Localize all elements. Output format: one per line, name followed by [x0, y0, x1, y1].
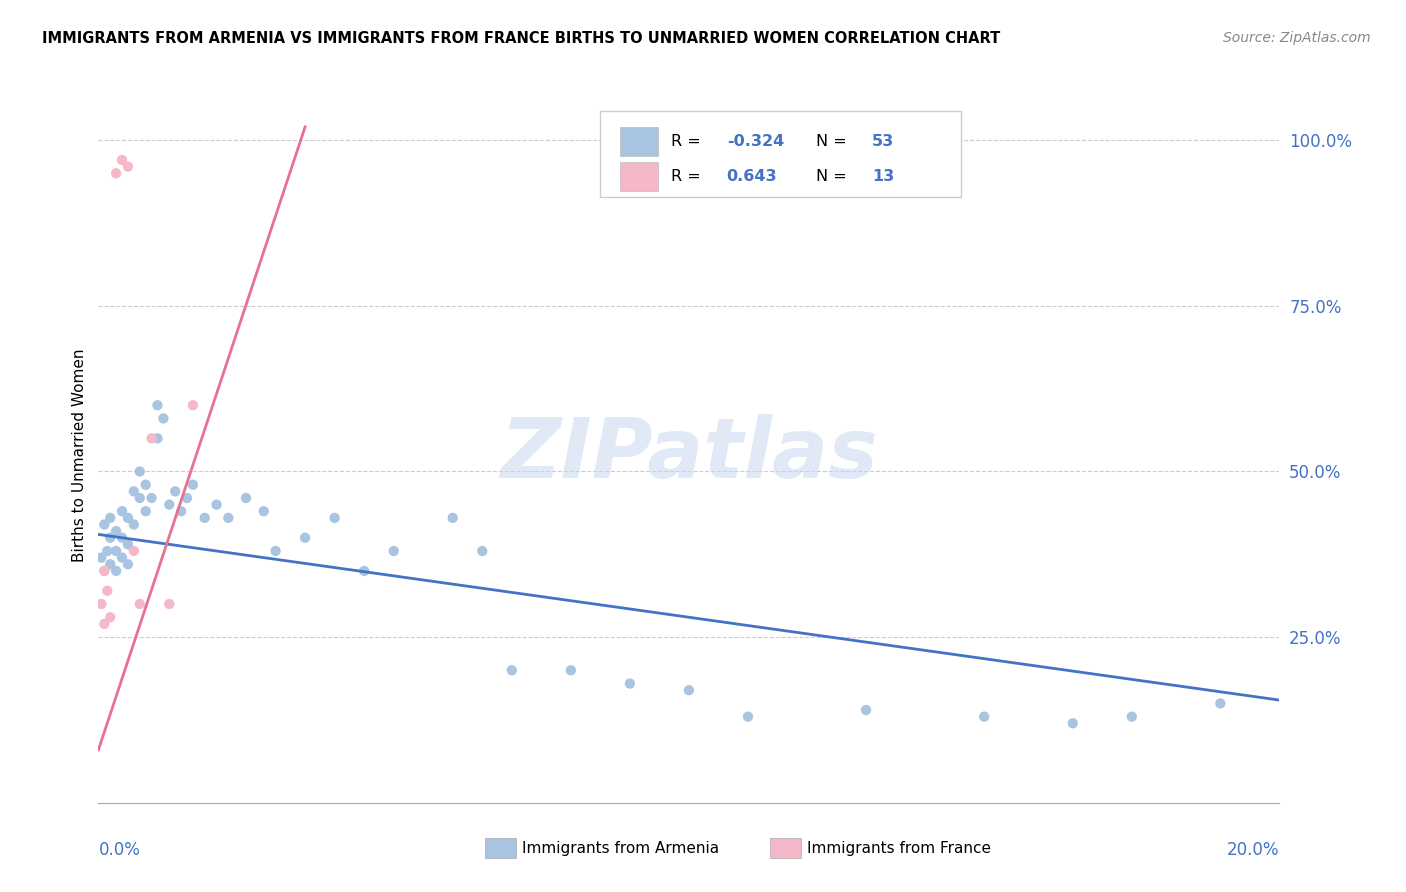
Text: 53: 53 [872, 134, 894, 149]
Point [105, 166, 128, 180]
Text: 0.643: 0.643 [727, 169, 778, 184]
Point [235, 491, 257, 505]
Point [105, 564, 128, 578]
Text: -0.324: -0.324 [727, 134, 785, 149]
Point [560, 663, 582, 677]
Point [253, 504, 276, 518]
Point [128, 491, 150, 505]
Point [93, 564, 115, 578]
Point [1062, 716, 1084, 731]
Point [181, 398, 204, 412]
Point [678, 683, 700, 698]
Point [98, 558, 121, 572]
Point [122, 484, 145, 499]
Text: N =: N = [817, 134, 852, 149]
Point [170, 504, 193, 518]
Point [157, 597, 180, 611]
Point [98, 610, 121, 624]
Text: N =: N = [817, 169, 852, 184]
Point [737, 709, 759, 723]
Point [117, 511, 139, 525]
Text: Immigrants from Armenia: Immigrants from Armenia [522, 841, 718, 855]
Point [90, 550, 112, 565]
Point [855, 703, 877, 717]
Text: R =: R = [671, 169, 706, 184]
Point [105, 524, 128, 538]
Point [135, 504, 157, 518]
Bar [620, 162, 658, 191]
Point [111, 504, 134, 518]
Point [294, 531, 316, 545]
Point [152, 411, 174, 425]
Point [973, 709, 995, 723]
Point [111, 550, 134, 565]
Point [619, 676, 641, 690]
Point [1209, 697, 1232, 711]
Point [117, 537, 139, 551]
Point [122, 517, 145, 532]
Text: 20.0%: 20.0% [1227, 841, 1279, 859]
Point [471, 544, 494, 558]
Point [205, 498, 228, 512]
Text: 13: 13 [872, 169, 894, 184]
Text: R =: R = [671, 134, 706, 149]
Text: Immigrants from France: Immigrants from France [807, 841, 991, 855]
Point [96, 583, 118, 598]
Point [122, 544, 145, 558]
Point [111, 153, 134, 167]
Point [165, 484, 187, 499]
Point [157, 498, 180, 512]
Point [217, 511, 239, 525]
Point [98, 531, 121, 545]
Point [128, 465, 150, 479]
Point [96, 544, 118, 558]
Point [93, 616, 115, 631]
Point [501, 663, 523, 677]
Point [194, 511, 217, 525]
Point [441, 511, 464, 525]
Point [98, 511, 121, 525]
Point [264, 544, 287, 558]
Text: Source: ZipAtlas.com: Source: ZipAtlas.com [1223, 31, 1371, 45]
Bar [620, 127, 658, 156]
Text: ZIPatlas: ZIPatlas [501, 415, 877, 495]
Point [382, 544, 405, 558]
Point [93, 517, 115, 532]
Point [135, 477, 157, 491]
Point [146, 398, 169, 412]
Point [353, 564, 375, 578]
Point [117, 160, 139, 174]
Text: 0.0%: 0.0% [98, 841, 141, 859]
Point [176, 491, 198, 505]
Point [146, 431, 169, 445]
Point [105, 544, 128, 558]
FancyBboxPatch shape [600, 111, 960, 197]
Point [323, 511, 346, 525]
Point [181, 477, 204, 491]
Point [128, 597, 150, 611]
Text: IMMIGRANTS FROM ARMENIA VS IMMIGRANTS FROM FRANCE BIRTHS TO UNMARRIED WOMEN CORR: IMMIGRANTS FROM ARMENIA VS IMMIGRANTS FR… [42, 31, 1001, 46]
Point [90, 597, 112, 611]
Point [1121, 709, 1143, 723]
Point [117, 558, 139, 572]
Point [93, 564, 115, 578]
Point [111, 531, 134, 545]
Point [141, 491, 163, 505]
Point [141, 431, 163, 445]
Y-axis label: Births to Unmarried Women: Births to Unmarried Women [72, 348, 87, 562]
